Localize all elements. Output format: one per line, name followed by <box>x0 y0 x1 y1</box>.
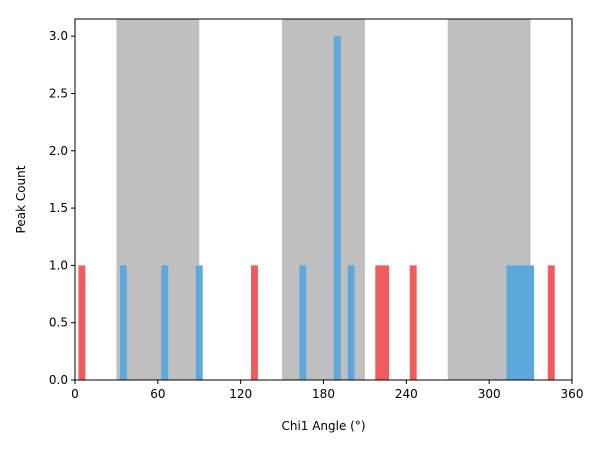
bar-series2-2 <box>161 265 169 380</box>
x-tick-label: 60 <box>150 387 165 401</box>
bar-series2-3 <box>195 265 203 380</box>
x-tick-label: 300 <box>478 387 501 401</box>
shaded-region-1 <box>116 19 200 380</box>
x-tick-label: 360 <box>561 387 584 401</box>
y-tick-label: 2.5 <box>49 86 68 100</box>
y-tick-label: 1.0 <box>49 258 68 272</box>
bar-series1-3 <box>375 265 390 380</box>
x-tick-label: 0 <box>71 387 79 401</box>
y-tick-label: 0.0 <box>49 373 68 387</box>
bar-series2-6 <box>347 265 355 380</box>
y-tick-label: 0.5 <box>49 316 68 330</box>
bar-series1-4 <box>409 265 417 380</box>
y-tick-label: 1.5 <box>49 201 68 215</box>
y-axis-label: Peak Count <box>14 165 28 233</box>
bar-series1-1 <box>78 265 86 380</box>
histogram-bars <box>78 36 555 380</box>
y-tick-label: 3.0 <box>49 29 68 43</box>
x-axis-label: Chi1 Angle (°) <box>281 419 365 433</box>
y-axis-ticks: 0.0 0.5 1.0 1.5 2.0 2.5 3.0 <box>49 29 75 387</box>
x-tick-label: 240 <box>395 387 418 401</box>
bar-series2-7 <box>506 265 535 380</box>
bar-series2-4 <box>299 265 307 380</box>
y-tick-label: 2.0 <box>49 144 68 158</box>
bar-series1-2 <box>251 265 258 380</box>
bar-series2-5 <box>333 36 341 380</box>
shaded-regions <box>116 19 531 380</box>
x-tick-label: 120 <box>229 387 252 401</box>
bar-series1-5 <box>547 265 555 380</box>
x-tick-label: 180 <box>312 387 335 401</box>
x-axis-ticks: 0 60 120 180 240 300 360 <box>71 380 583 401</box>
bar-series2-1 <box>119 265 127 380</box>
